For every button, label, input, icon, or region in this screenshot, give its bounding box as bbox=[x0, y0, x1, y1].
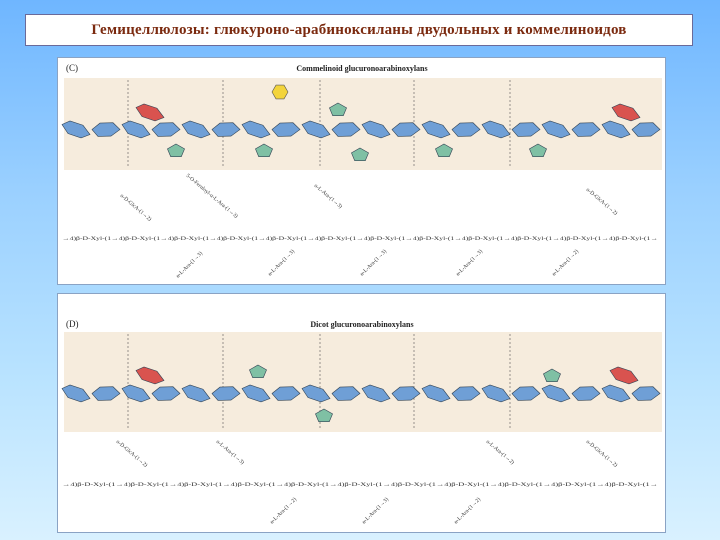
c-xylose-ring-15 bbox=[511, 122, 541, 137]
d-xylose-ring-16 bbox=[541, 384, 571, 403]
panel-c-label-above-3: α-L-Ara-(1→3) bbox=[313, 182, 344, 210]
panel-d-letter: (D) bbox=[66, 319, 79, 329]
c-arabinose-ring-0 bbox=[167, 143, 185, 157]
c-xylose-ring-0 bbox=[61, 120, 91, 139]
c-xylose-ring-19 bbox=[631, 122, 661, 137]
c-xylose-ring-11 bbox=[391, 122, 421, 137]
d-xylose-ring-3 bbox=[151, 386, 181, 401]
c-xylose-ring-9 bbox=[331, 122, 361, 137]
d-glucuronic-ring-0 bbox=[135, 366, 165, 385]
panel-c-side-chains bbox=[135, 84, 641, 161]
panel-c-label-above-1: α-D-GlcA-(1→2) bbox=[119, 192, 153, 222]
c-xylose-ring-5 bbox=[211, 122, 241, 137]
panel-c-label-above-2: 5-O-Feruloyl-α-L-Ara-(1→3) bbox=[185, 172, 240, 220]
d-xylose-ring-0 bbox=[61, 384, 91, 403]
panel-d-backbone-formula: →4)β-D-Xyl-(1→4)β-D-Xyl-(1→4)β-D-Xyl-(1→… bbox=[62, 481, 658, 488]
c-arabinose-ring-5 bbox=[329, 102, 347, 116]
slide-title-box: Гемицеллюлозы: глюкуроно-арабиноксиланы … bbox=[25, 14, 693, 46]
panel-c-label-below-5: α-L-Ara-(1→2) bbox=[550, 248, 580, 278]
c-xylose-ring-18 bbox=[601, 120, 631, 139]
c-arabinose-ring-1 bbox=[255, 143, 273, 157]
d-glucuronic-ring-1 bbox=[609, 366, 639, 385]
panel-c-label-below-4: α-L-Ara-(1→3) bbox=[454, 248, 484, 278]
d-xylose-ring-10 bbox=[361, 384, 391, 403]
d-xylose-ring-8 bbox=[301, 384, 331, 403]
d-xylose-ring-15 bbox=[511, 386, 541, 401]
c-feruloyl-ring-0 bbox=[271, 84, 289, 100]
panel-commelinoid: (C) Commelinoid glucuronoarabinoxylans α… bbox=[57, 57, 666, 285]
panel-c-label-below-2: α-L-Ara-(1→3) bbox=[266, 248, 296, 278]
c-xylose-ring-8 bbox=[301, 120, 331, 139]
c-glucuronic-ring-0 bbox=[135, 103, 165, 122]
c-xylose-ring-16 bbox=[541, 120, 571, 139]
d-arabinose-ring-1 bbox=[315, 408, 333, 422]
panel-d-side-chains bbox=[135, 364, 639, 422]
c-xylose-ring-1 bbox=[91, 122, 121, 137]
d-xylose-ring-13 bbox=[451, 386, 481, 401]
panel-d-diagram: (D) Dicot glucuronoarabinoxylans α-D-Glc… bbox=[61, 319, 662, 526]
panel-c-label-above-4: α-D-GlcA-(1→2) bbox=[585, 186, 619, 216]
c-arabinose-ring-2 bbox=[351, 147, 369, 161]
d-xylose-ring-5 bbox=[211, 386, 241, 401]
d-xylose-ring-4 bbox=[181, 384, 211, 403]
d-xylose-ring-9 bbox=[331, 386, 361, 401]
d-xylose-ring-19 bbox=[631, 386, 661, 401]
d-xylose-ring-1 bbox=[91, 386, 121, 401]
panel-d-dividers bbox=[127, 334, 511, 430]
panel-d-heading: Dicot glucuronoarabinoxylans bbox=[310, 320, 413, 329]
panel-c-label-below-3: α-L-Ara-(1→3) bbox=[358, 248, 388, 278]
panel-d-label-below-3: α-L-Ara-(1→2) bbox=[452, 496, 482, 526]
c-xylose-ring-17 bbox=[571, 122, 601, 137]
d-xylose-ring-14 bbox=[481, 384, 511, 403]
panel-d-label-below-2: α-L-Ara-(1→3) bbox=[360, 496, 390, 526]
c-xylose-ring-10 bbox=[361, 120, 391, 139]
panel-d-label-above-3: α-L-Ara-(1→2) bbox=[485, 438, 516, 466]
d-arabinose-ring-2 bbox=[543, 368, 561, 382]
d-xylose-ring-11 bbox=[391, 386, 421, 401]
c-xylose-ring-7 bbox=[271, 122, 301, 137]
c-xylose-ring-2 bbox=[121, 120, 151, 139]
panel-d-label-above-2: α-L-Ara-(1→3) bbox=[215, 438, 246, 466]
panel-dicot: (D) Dicot glucuronoarabinoxylans α-D-Glc… bbox=[57, 293, 666, 533]
d-arabinose-ring-0 bbox=[249, 364, 267, 378]
panel-c-label-below-1: α-L-Ara-(1→3) bbox=[174, 250, 204, 280]
d-xylose-ring-18 bbox=[601, 384, 631, 403]
d-xylose-ring-17 bbox=[571, 386, 601, 401]
c-arabinose-ring-4 bbox=[529, 143, 547, 157]
c-xylose-ring-6 bbox=[241, 120, 271, 139]
d-xylose-ring-7 bbox=[271, 386, 301, 401]
c-glucuronic-ring-1 bbox=[611, 103, 641, 122]
panel-c-xylose-backbone bbox=[61, 120, 661, 139]
panel-d-label-above-1: α-D-GlcA-(1→2) bbox=[115, 438, 149, 468]
panel-d-xylose-backbone bbox=[61, 384, 661, 403]
slide-title: Гемицеллюлозы: глюкуроно-арабиноксиланы … bbox=[91, 21, 627, 38]
c-xylose-ring-12 bbox=[421, 120, 451, 139]
panel-c-backbone-formula: →4)β-D-Xyl-(1→4)β-D-Xyl-(1→4)β-D-Xyl-(1→… bbox=[62, 235, 658, 242]
c-xylose-ring-14 bbox=[481, 120, 511, 139]
panel-c-heading: Commelinoid glucuronoarabinoxylans bbox=[296, 64, 427, 73]
panel-d-label-below-1: α-L-Ara-(1→2) bbox=[268, 496, 298, 526]
c-xylose-ring-13 bbox=[451, 122, 481, 137]
d-xylose-ring-12 bbox=[421, 384, 451, 403]
panel-c-letter: (C) bbox=[66, 63, 78, 73]
d-xylose-ring-6 bbox=[241, 384, 271, 403]
c-arabinose-ring-3 bbox=[435, 143, 453, 157]
c-xylose-ring-4 bbox=[181, 120, 211, 139]
panel-d-label-above-4: α-D-GlcA-(1→2) bbox=[585, 438, 619, 468]
panel-d-structure-strip bbox=[64, 332, 662, 432]
c-xylose-ring-3 bbox=[151, 122, 181, 137]
d-xylose-ring-2 bbox=[121, 384, 151, 403]
panel-c-diagram: (C) Commelinoid glucuronoarabinoxylans α… bbox=[61, 63, 662, 280]
